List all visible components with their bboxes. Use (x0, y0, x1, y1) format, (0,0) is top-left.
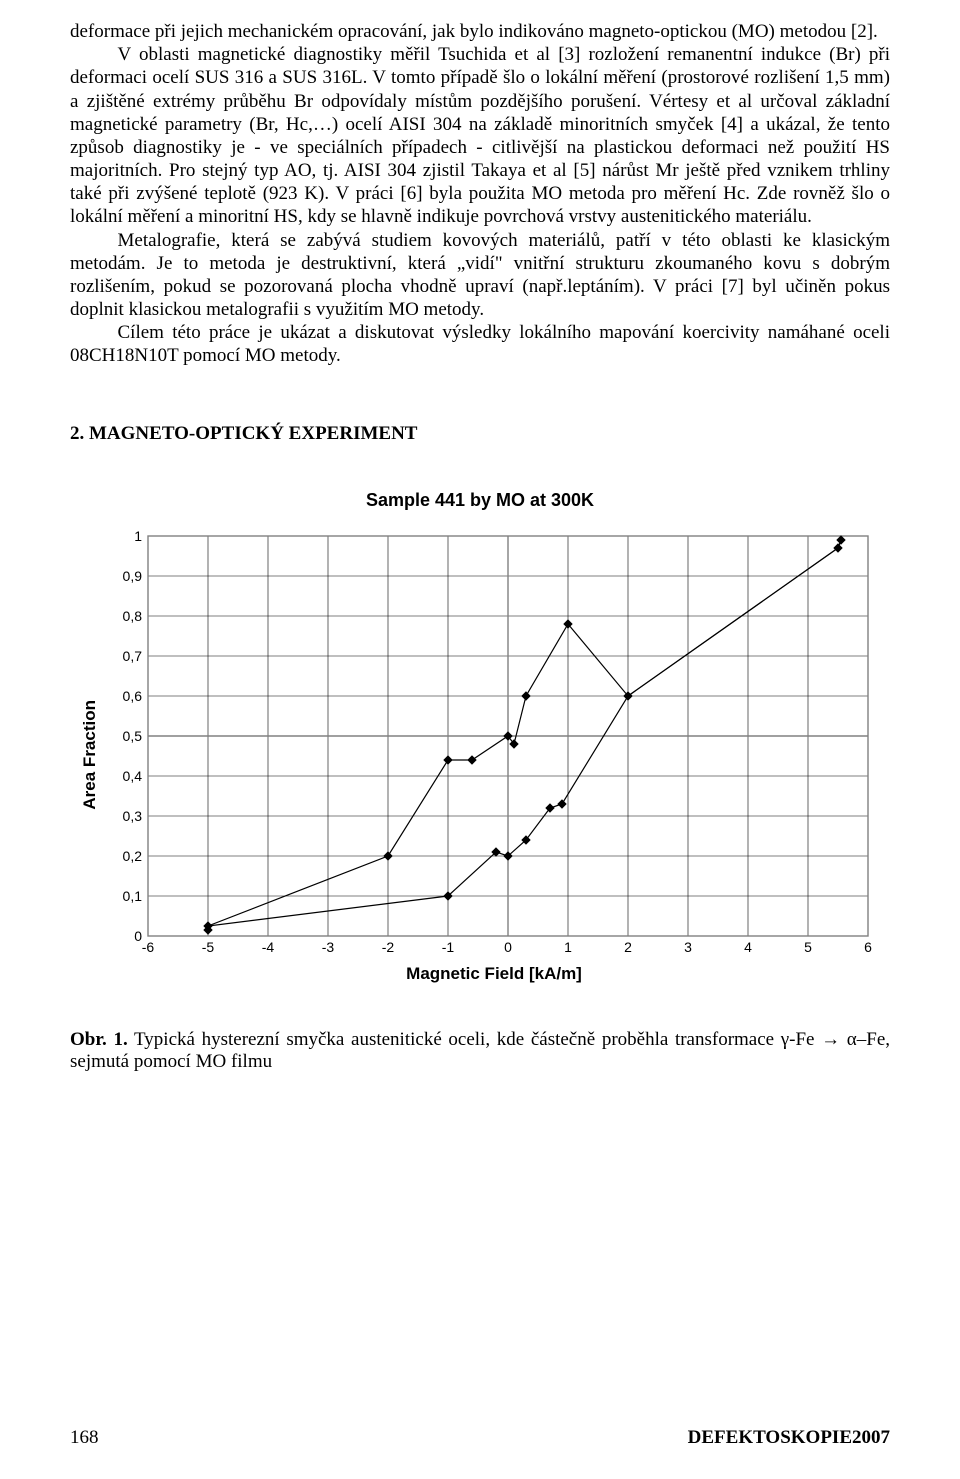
svg-text:5: 5 (804, 939, 812, 955)
svg-text:-2: -2 (382, 939, 395, 955)
chart-column: -6 -5 -4 -3 -2 -1 0 1 2 3 4 5 6 0 0,1 0,2 0,3 0,4 0,5 0,6 0,… (108, 526, 880, 984)
svg-text:-3: -3 (322, 939, 335, 955)
chart-title: Sample 441 by MO at 300K (366, 490, 594, 511)
figure-caption: Obr. 1. Typická hysterezní smyčka austen… (70, 1029, 890, 1073)
svg-text:0,1: 0,1 (123, 888, 143, 904)
svg-text:0: 0 (134, 928, 142, 944)
svg-text:0,4: 0,4 (123, 768, 143, 784)
svg-text:0,6: 0,6 (123, 688, 143, 704)
svg-text:0,8: 0,8 (123, 608, 143, 624)
svg-text:6: 6 (864, 939, 872, 955)
svg-text:0,9: 0,9 (123, 568, 143, 584)
body-text-block: deformace při jejich mechanickém opracov… (70, 20, 890, 368)
svg-text:0,2: 0,2 (123, 848, 143, 864)
svg-text:-5: -5 (202, 939, 215, 955)
svg-text:-6: -6 (142, 939, 155, 955)
svg-text:0,7: 0,7 (123, 648, 143, 664)
paragraph-1: deformace při jejich mechanickém opracov… (70, 20, 890, 43)
section-heading: 2. MAGNETO-OPTICKÝ EXPERIMENT (70, 423, 890, 445)
svg-text:0,5: 0,5 (123, 728, 143, 744)
page: deformace při jejich mechanickém opracov… (0, 0, 960, 1479)
svg-text:0,3: 0,3 (123, 808, 143, 824)
svg-text:2: 2 (624, 939, 632, 955)
figure-caption-text: Typická hysterezní smyčka austenitické o… (70, 1029, 890, 1072)
figure-caption-label: Obr. 1. (70, 1029, 128, 1050)
page-number: 168 (70, 1427, 99, 1449)
chart-x-axis-label: Magnetic Field [kA/m] (406, 964, 582, 984)
chart-y-axis-label: Area Fraction (80, 700, 100, 810)
footer-right: DEFEKTOSKOPIE2007 (688, 1427, 890, 1449)
svg-text:0: 0 (504, 939, 512, 955)
chart-svg: -6 -5 -4 -3 -2 -1 0 1 2 3 4 5 6 0 0,1 0,2 0,3 0,4 0,5 0,6 0,… (108, 526, 880, 960)
svg-text:1: 1 (564, 939, 572, 955)
paragraph-2: V oblasti magnetické diagnostiky měřil T… (70, 43, 890, 228)
svg-text:-4: -4 (262, 939, 275, 955)
page-footer: 168 DEFEKTOSKOPIE2007 (70, 1407, 890, 1449)
paragraph-3: Metalografie, která se zabývá studiem ko… (70, 229, 890, 322)
chart-container: Sample 441 by MO at 300K Area Fraction -… (70, 490, 890, 984)
svg-text:4: 4 (744, 939, 752, 955)
svg-text:3: 3 (684, 939, 692, 955)
chart-inner: Area Fraction -6 -5 -4 -3 -2 -1 0 1 2 3 4 5 6 0 0,1 0,2… (80, 526, 880, 984)
svg-text:-1: -1 (442, 939, 455, 955)
svg-text:1: 1 (134, 528, 142, 544)
paragraph-4: Cílem této práce je ukázat a diskutovat … (70, 321, 890, 367)
